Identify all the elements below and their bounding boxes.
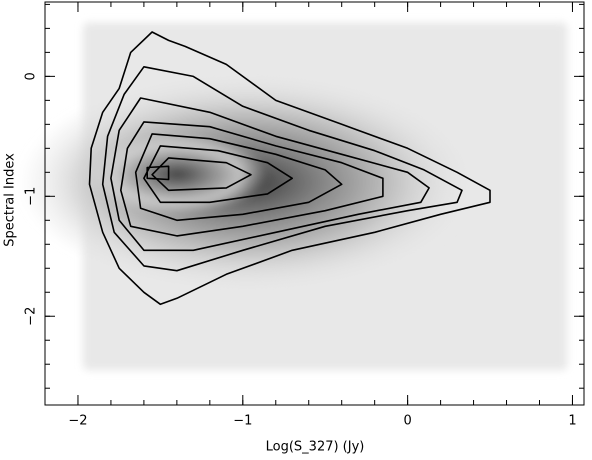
contour-line	[101, 66, 463, 272]
plot-area	[17, 22, 568, 371]
contour-line	[151, 157, 252, 192]
contour-line	[120, 121, 384, 237]
x-tick-label: −1	[233, 414, 252, 429]
y-axis-label: Spectral Index	[3, 153, 18, 247]
density-peak	[87, 134, 268, 215]
x-tick-label: 0	[403, 414, 411, 429]
x-tick-label: −2	[68, 414, 87, 429]
y-tick-label: −2	[24, 307, 39, 326]
contour-line	[110, 97, 430, 252]
y-tick-label: 0	[24, 72, 39, 80]
x-axis-label: Log(S_327) (Jy)	[266, 440, 365, 455]
contour-line	[88, 31, 491, 306]
contour-line	[143, 145, 293, 204]
contour-line	[134, 133, 343, 222]
y-tick-label: −1	[24, 187, 39, 206]
plot-frame	[44, 1, 585, 406]
contour-line	[146, 165, 170, 181]
x-tick-label: 1	[568, 414, 576, 429]
